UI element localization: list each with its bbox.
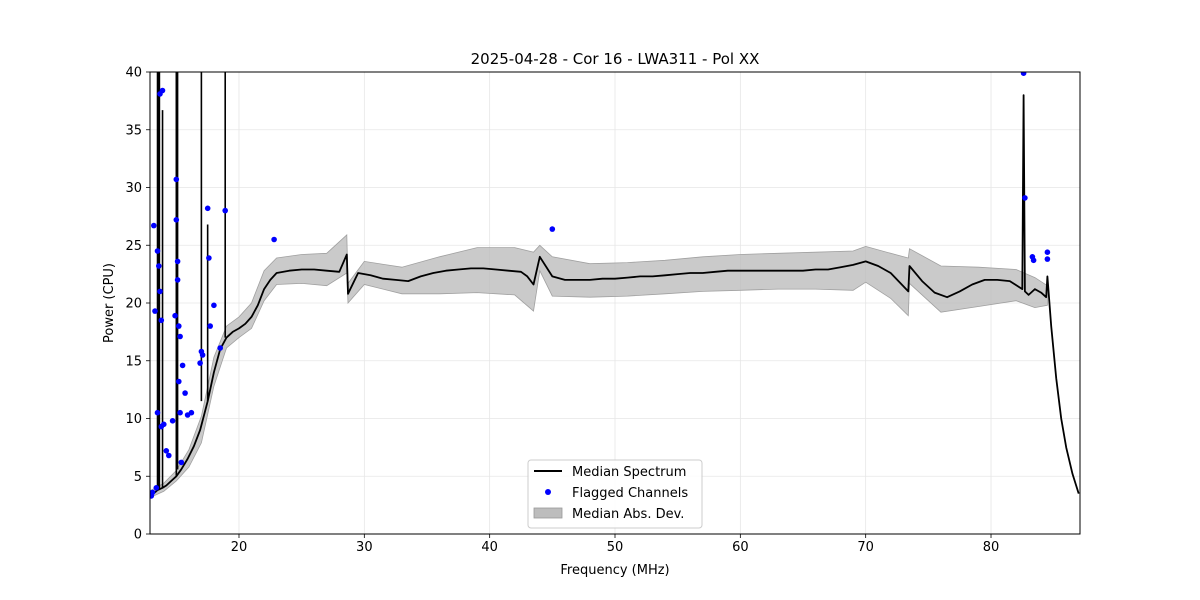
flagged-channel-point (172, 312, 178, 319)
flagged-channel-point (151, 222, 157, 229)
flagged-channel-point (156, 263, 162, 269)
legend-mad-label: Median Abs. Dev. (572, 507, 684, 522)
y-tick-label: 10 (125, 412, 142, 427)
y-tick-label: 20 (125, 297, 142, 312)
chart-title: 2025-04-28 - Cor 16 - LWA311 - Pol XX (471, 50, 760, 68)
flagged-channel-point (199, 352, 206, 358)
flagged-channel-point (217, 345, 223, 351)
flagged-channel-point (154, 248, 161, 254)
flagged-channel-point (163, 448, 170, 454)
flagged-channel-point (222, 207, 228, 214)
x-tick-label: 20 (231, 540, 248, 555)
flagged-channel-point (178, 459, 185, 466)
x-axis-label: Frequency (MHz) (560, 563, 669, 578)
flagged-channel-point (174, 258, 181, 265)
flagged-channel-point (177, 333, 183, 340)
flagged-channel-point (169, 418, 176, 424)
legend-flagged-marker-icon (545, 489, 551, 495)
y-tick-label: 30 (125, 181, 142, 196)
x-tick-label: 60 (732, 540, 749, 555)
flagged-channel-point (1030, 257, 1037, 264)
x-axis: 20 30 40 50 60 70 80 (231, 534, 1000, 555)
flagged-channel-point (188, 409, 195, 416)
flagged-channel-point (161, 421, 167, 428)
flagged-channel-point (154, 409, 161, 416)
flagged-channel-point (179, 362, 186, 369)
median-spectrum (151, 72, 1080, 495)
mad-band (150, 234, 1048, 498)
flagged-channel-point (150, 489, 156, 496)
flagged-channel-point (176, 378, 182, 385)
y-tick-label: 35 (125, 123, 142, 138)
y-tick-label: 25 (125, 239, 142, 254)
flagged-channel-point (173, 176, 180, 183)
flagged-channel-point (1044, 249, 1051, 255)
flagged-channels (150, 72, 1051, 499)
legend-median-label: Median Spectrum (572, 465, 686, 480)
x-tick-label: 80 (983, 540, 1000, 555)
flagged-channel-point (271, 236, 277, 243)
x-tick-label: 70 (857, 540, 874, 555)
x-tick-label: 50 (607, 540, 624, 555)
flagged-channel-point (207, 323, 213, 329)
legend: Median Spectrum Flagged Channels Median … (527, 459, 703, 529)
y-tick-label: 40 (125, 66, 142, 81)
flagged-channel-point (153, 485, 160, 491)
flagged-channel-point (166, 452, 172, 459)
legend-box (527, 459, 703, 529)
y-tick-label: 15 (125, 354, 142, 369)
flagged-channel-point (158, 317, 165, 324)
y-axis: 0 5 10 15 20 25 30 35 40 (125, 66, 150, 543)
mad-band-area (150, 234, 1048, 498)
y-tick-label: 0 (134, 528, 142, 543)
median-spectrum-line (151, 94, 1080, 495)
flagged-channel-point (157, 288, 163, 295)
x-tick-label: 40 (481, 540, 498, 555)
flagged-channel-point (152, 308, 158, 314)
flagged-channel-point (177, 409, 183, 416)
legend-mad-patch-icon (533, 507, 563, 519)
y-tick-label: 5 (134, 470, 142, 485)
legend-flagged-label: Flagged Channels (572, 486, 688, 501)
flagged-channel-point (204, 205, 211, 212)
y-axis-label: Power (CPU) (102, 263, 117, 343)
flagged-channel-point (211, 302, 217, 309)
flagged-channel-point (159, 87, 166, 94)
flagged-channel-point (174, 277, 181, 283)
grid (150, 71, 1080, 535)
flagged-channel-point (176, 323, 182, 329)
flagged-channel-point (549, 226, 556, 232)
flagged-channel-point (1020, 72, 1027, 76)
flagged-channel-point (206, 255, 212, 261)
flagged-channel-point (197, 360, 203, 366)
flagged-channel-point (1044, 256, 1051, 262)
flagged-channel-point (1022, 195, 1028, 201)
flagged-channel-point (173, 217, 180, 223)
x-tick-label: 30 (356, 540, 373, 555)
flagged-channel-point (182, 390, 188, 396)
